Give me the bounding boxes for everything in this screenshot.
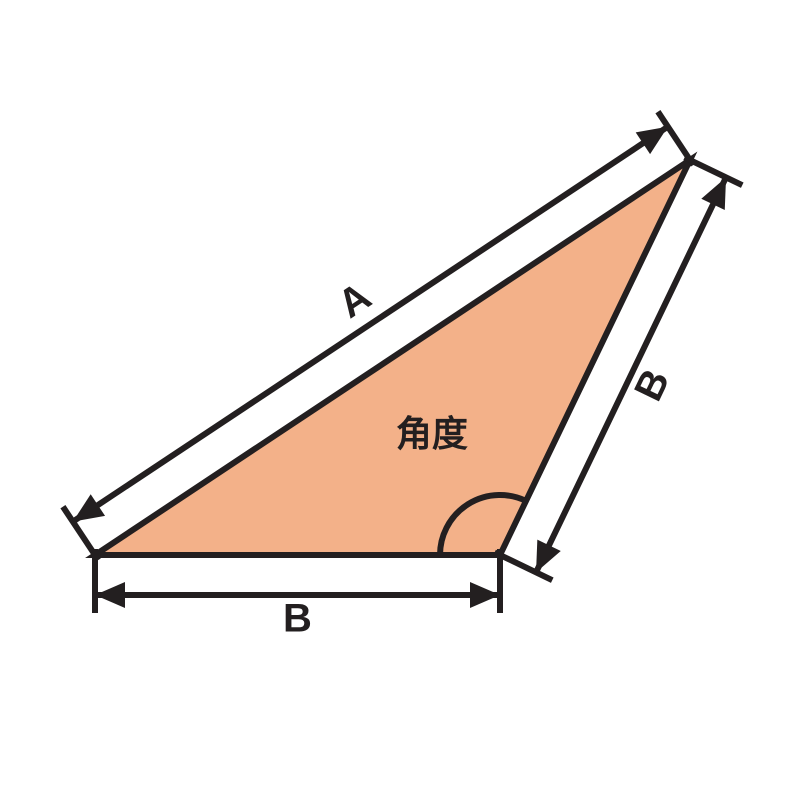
angle-label: 角度 bbox=[396, 413, 468, 454]
dimension-label: B bbox=[283, 597, 312, 641]
triangle-dimension-diagram: 角度ABB bbox=[0, 0, 800, 800]
